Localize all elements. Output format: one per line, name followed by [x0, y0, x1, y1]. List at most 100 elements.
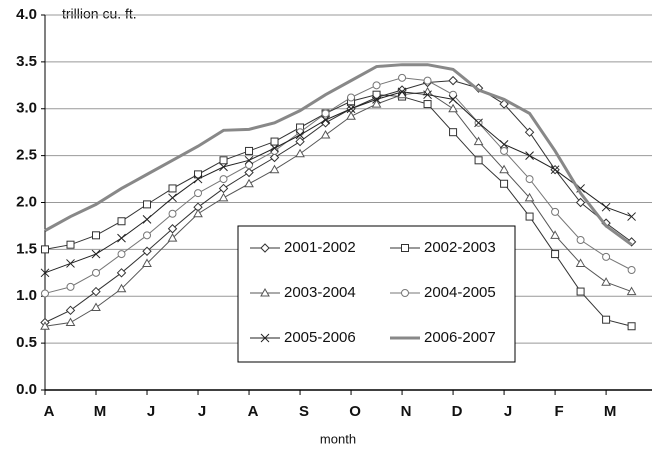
marker [499, 140, 509, 149]
series-line [44, 80, 632, 323]
marker [601, 202, 611, 212]
marker [347, 93, 356, 102]
marker [117, 217, 126, 226]
marker [260, 243, 270, 253]
marker [91, 249, 101, 259]
legend-box [237, 225, 516, 363]
marker [143, 231, 152, 240]
legend: 2001-2002 2002-2003 2003-2004 2004-2005 2005… [237, 225, 516, 363]
marker [41, 289, 49, 298]
marker [142, 215, 152, 224]
marker [627, 212, 636, 221]
y-tick-label: 3.0 [16, 100, 37, 117]
y-tick-label: 3.5 [16, 53, 37, 70]
marker [576, 287, 585, 296]
marker [423, 76, 432, 85]
marker [168, 184, 177, 193]
marker [627, 266, 636, 274]
y-tick-label: 4.0 [16, 6, 37, 23]
marker [218, 192, 229, 202]
marker [245, 146, 254, 155]
marker [244, 167, 254, 178]
marker [525, 175, 534, 184]
x-tick-label: O [349, 403, 361, 420]
x-tick-label: N [401, 403, 412, 420]
x-tick-label: D [452, 403, 463, 420]
marker [142, 246, 152, 256]
marker [525, 151, 534, 160]
marker [167, 233, 178, 242]
legend-label: 2002-2003 [424, 239, 496, 256]
marker [524, 127, 535, 137]
marker [244, 155, 254, 165]
marker [219, 162, 228, 172]
series-line [44, 94, 632, 327]
marker [423, 90, 432, 100]
marker [66, 240, 75, 249]
y-axis-label: trillion cu. ft. [62, 6, 137, 22]
marker [448, 95, 458, 104]
x-tick-label: F [554, 403, 563, 420]
x-tick-label: A [44, 403, 55, 420]
marker [448, 75, 458, 86]
marker [194, 170, 203, 179]
legend-label: 2005-2006 [284, 329, 356, 346]
marker [551, 207, 560, 216]
marker [260, 287, 270, 297]
y-tick-label: 2.5 [16, 147, 37, 164]
x-tick-label: S [299, 403, 309, 420]
y-tick-label: 1.5 [16, 240, 37, 257]
x-tick-label: J [198, 403, 206, 420]
legend-label: 2001-2002 [284, 239, 356, 256]
legend-label: 2004-2005 [424, 284, 496, 301]
marker [449, 128, 458, 137]
x-tick-label: M [94, 403, 107, 420]
marker [116, 283, 127, 293]
marker [550, 165, 560, 175]
y-tick-label: 0.0 [16, 381, 37, 398]
marker [401, 289, 409, 297]
marker [602, 252, 611, 261]
series-line [44, 91, 632, 327]
marker [66, 282, 75, 291]
marker [321, 109, 330, 118]
marker [91, 286, 101, 297]
x-tick-label: M [604, 403, 617, 420]
series-line [44, 91, 632, 274]
marker [499, 164, 509, 174]
marker [627, 322, 636, 331]
marker [168, 193, 177, 203]
marker [65, 317, 76, 326]
marker [92, 231, 101, 240]
marker [320, 129, 331, 139]
marker [40, 268, 50, 278]
marker [397, 87, 407, 97]
marker [193, 174, 203, 184]
marker [500, 146, 509, 155]
marker [474, 156, 483, 165]
marker [295, 130, 305, 140]
marker [167, 224, 178, 234]
marker [270, 137, 279, 146]
marker [601, 277, 611, 286]
series-line [44, 77, 632, 294]
marker [219, 156, 228, 165]
marker [245, 161, 254, 169]
marker [142, 258, 152, 267]
marker [398, 73, 407, 82]
marker [295, 136, 305, 147]
marker [219, 175, 228, 184]
marker [91, 302, 101, 311]
marker [449, 90, 458, 99]
marker [346, 111, 356, 120]
marker [372, 95, 381, 104]
marker [66, 259, 75, 268]
marker [41, 245, 49, 254]
marker [473, 136, 484, 146]
marker [92, 268, 101, 277]
legend-label: 2006-2007 [424, 329, 496, 346]
marker [168, 209, 177, 218]
y-tick-label: 2.0 [16, 193, 37, 210]
marker [40, 321, 50, 330]
marker [474, 118, 483, 128]
